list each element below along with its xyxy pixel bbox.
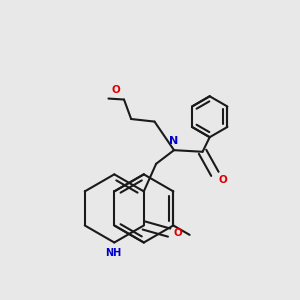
- Text: N: N: [169, 136, 178, 146]
- Text: O: O: [219, 176, 227, 185]
- Text: O: O: [111, 85, 120, 95]
- Text: NH: NH: [105, 248, 121, 258]
- Text: O: O: [174, 228, 182, 238]
